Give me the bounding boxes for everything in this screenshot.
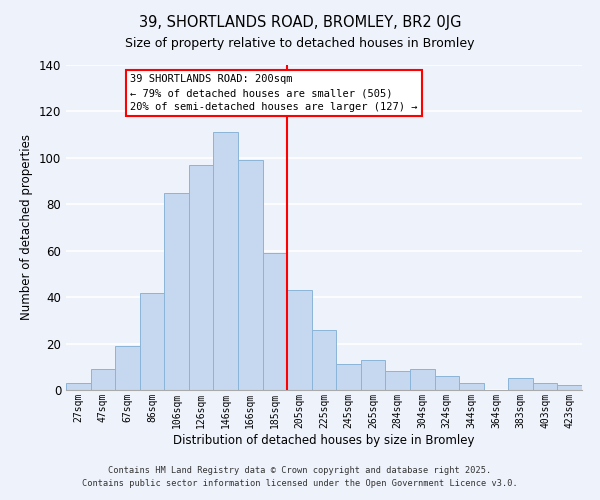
Bar bbox=[336, 364, 361, 390]
Text: Contains HM Land Registry data © Crown copyright and database right 2025.
Contai: Contains HM Land Registry data © Crown c… bbox=[82, 466, 518, 487]
Bar bbox=[434, 376, 459, 390]
Bar bbox=[214, 132, 238, 390]
Bar bbox=[91, 369, 115, 390]
X-axis label: Distribution of detached houses by size in Bromley: Distribution of detached houses by size … bbox=[173, 434, 475, 446]
Bar bbox=[533, 383, 557, 390]
Bar bbox=[312, 330, 336, 390]
Bar bbox=[164, 192, 189, 390]
Bar bbox=[459, 383, 484, 390]
Text: Size of property relative to detached houses in Bromley: Size of property relative to detached ho… bbox=[125, 38, 475, 51]
Text: 39 SHORTLANDS ROAD: 200sqm
← 79% of detached houses are smaller (505)
20% of sem: 39 SHORTLANDS ROAD: 200sqm ← 79% of deta… bbox=[130, 74, 418, 112]
Text: 39, SHORTLANDS ROAD, BROMLEY, BR2 0JG: 39, SHORTLANDS ROAD, BROMLEY, BR2 0JG bbox=[139, 15, 461, 30]
Bar bbox=[66, 383, 91, 390]
Bar bbox=[385, 372, 410, 390]
Bar bbox=[508, 378, 533, 390]
Bar bbox=[238, 160, 263, 390]
Bar bbox=[263, 253, 287, 390]
Bar bbox=[557, 386, 582, 390]
Bar bbox=[115, 346, 140, 390]
Bar bbox=[140, 292, 164, 390]
Bar bbox=[189, 165, 214, 390]
Bar bbox=[287, 290, 312, 390]
Bar bbox=[361, 360, 385, 390]
Y-axis label: Number of detached properties: Number of detached properties bbox=[20, 134, 33, 320]
Bar bbox=[410, 369, 434, 390]
